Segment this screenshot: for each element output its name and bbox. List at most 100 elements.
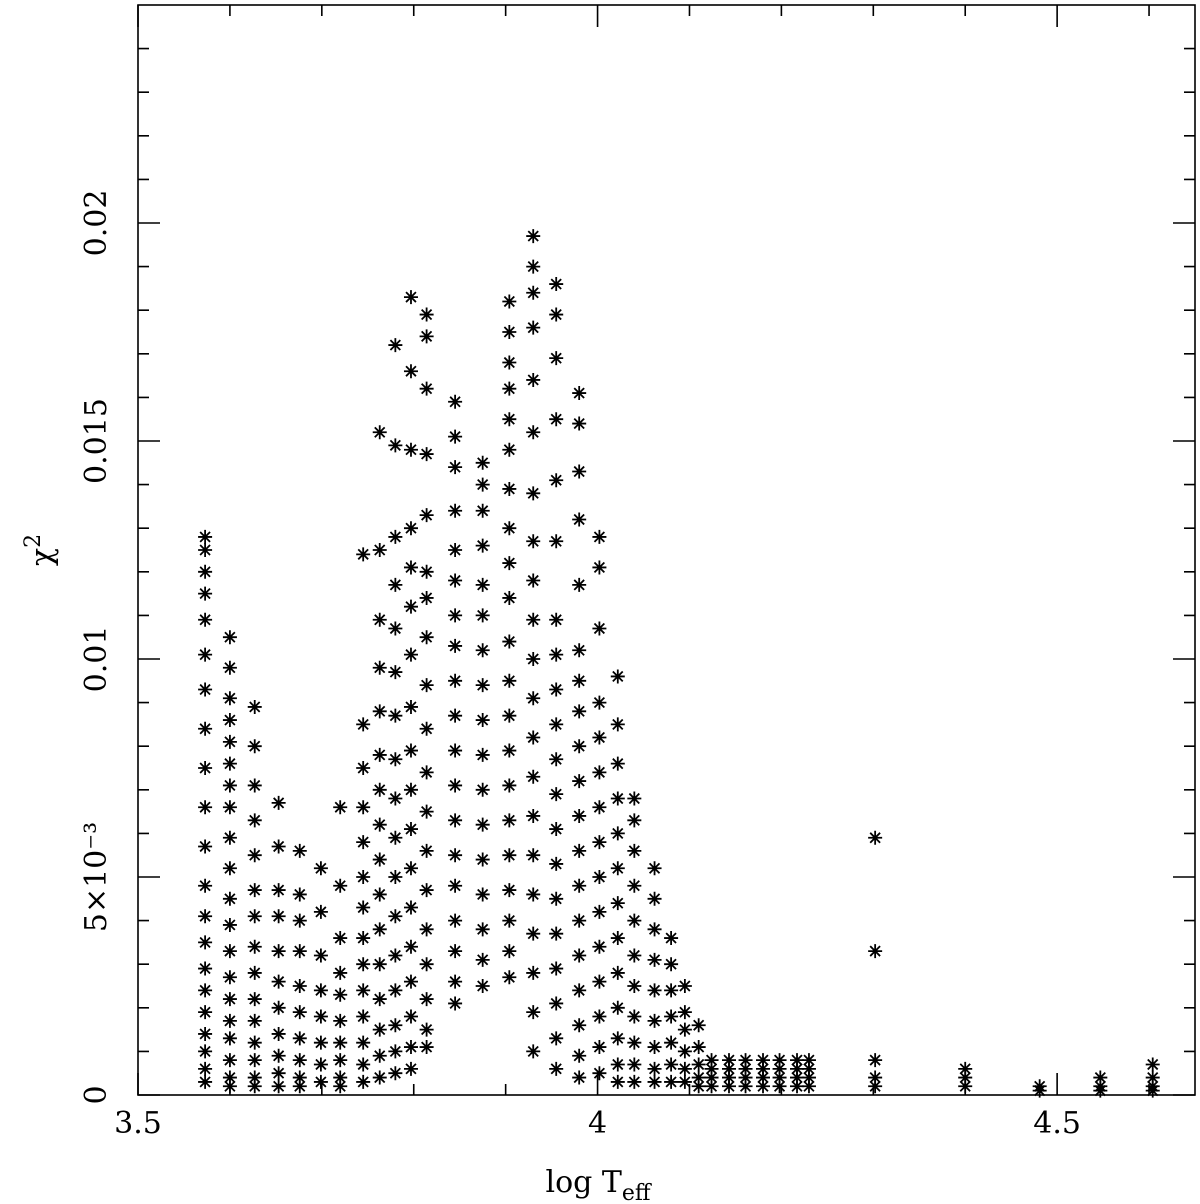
data-point [572, 1018, 587, 1033]
data-point [222, 1079, 237, 1094]
data-point [610, 756, 625, 771]
data-point [222, 630, 237, 645]
data-point [549, 787, 564, 802]
data-point [549, 1031, 564, 1046]
data-point [526, 534, 541, 549]
data-point [526, 965, 541, 980]
data-point [222, 660, 237, 675]
data-point [572, 808, 587, 823]
data-point [271, 974, 286, 989]
data-point [610, 896, 625, 911]
data-point [313, 948, 328, 963]
data-point [222, 917, 237, 932]
y-tick-label: 0.015 [79, 398, 114, 484]
y-label-main: χ [25, 548, 60, 566]
data-point [372, 957, 387, 972]
data-point [627, 1074, 642, 1089]
data-point [475, 922, 490, 937]
data-point [419, 922, 434, 937]
data-point [475, 782, 490, 797]
data-point [271, 1079, 286, 1094]
data-point [313, 983, 328, 998]
data-point [549, 717, 564, 732]
data-point [448, 778, 463, 793]
data-point [738, 1061, 753, 1076]
data-point [419, 381, 434, 396]
data-point [356, 983, 371, 998]
data-point [403, 442, 418, 457]
data-point [526, 1005, 541, 1020]
data-point [722, 1053, 737, 1068]
y-tick-label: 0 [79, 1085, 114, 1104]
data-point [247, 909, 262, 924]
data-point [572, 416, 587, 431]
data-point [403, 782, 418, 797]
data-point [958, 1061, 973, 1076]
data-point [403, 364, 418, 379]
data-point [868, 1070, 883, 1085]
data-point [704, 1053, 719, 1068]
data-point [448, 503, 463, 518]
data-point [502, 634, 517, 649]
data-point [333, 1079, 348, 1094]
data-point [572, 704, 587, 719]
data-point [448, 878, 463, 893]
data-point [271, 1000, 286, 1015]
data-point [502, 442, 517, 457]
data-point [388, 665, 403, 680]
data-point [403, 521, 418, 536]
data-point [610, 1074, 625, 1089]
data-point [610, 965, 625, 980]
data-point [592, 974, 607, 989]
data-point [292, 1053, 307, 1068]
data-point [333, 1053, 348, 1068]
data-point [610, 669, 625, 684]
data-point [722, 1070, 737, 1085]
data-point [790, 1070, 805, 1085]
data-point [372, 887, 387, 902]
data-point [198, 961, 213, 976]
data-point [448, 813, 463, 828]
data-point [572, 577, 587, 592]
data-point [549, 307, 564, 322]
data-point [448, 394, 463, 409]
data-point [475, 887, 490, 902]
data-point [222, 1070, 237, 1085]
data-point [403, 822, 418, 837]
data-point [475, 477, 490, 492]
data-point [198, 543, 213, 557]
data-point [198, 529, 213, 544]
data-point [356, 900, 371, 915]
data-point [356, 870, 371, 884]
data-point [388, 1018, 403, 1033]
data-point [247, 813, 262, 828]
data-point [388, 791, 403, 806]
data-point [772, 1079, 787, 1094]
data-point [572, 913, 587, 928]
x-axis-label: log Teff [545, 1165, 651, 1204]
data-point [627, 979, 642, 993]
data-point [475, 852, 490, 867]
data-point [372, 704, 387, 719]
data-point [198, 761, 213, 775]
data-point [592, 1009, 607, 1024]
data-point [1093, 1070, 1108, 1085]
data-point [198, 612, 213, 627]
data-point [475, 952, 490, 967]
data-point [647, 891, 662, 906]
data-point [333, 987, 348, 1002]
data-point [549, 822, 564, 837]
data-point [419, 804, 434, 819]
data-point [448, 429, 463, 444]
data-point [647, 1074, 662, 1089]
data-point [592, 904, 607, 919]
data-point [198, 909, 213, 924]
data-point [475, 979, 490, 993]
data-point [610, 931, 625, 946]
data-point [549, 752, 564, 767]
data-point [647, 1013, 662, 1028]
data-point [419, 630, 434, 645]
data-point [388, 1044, 403, 1059]
data-point [592, 765, 607, 780]
